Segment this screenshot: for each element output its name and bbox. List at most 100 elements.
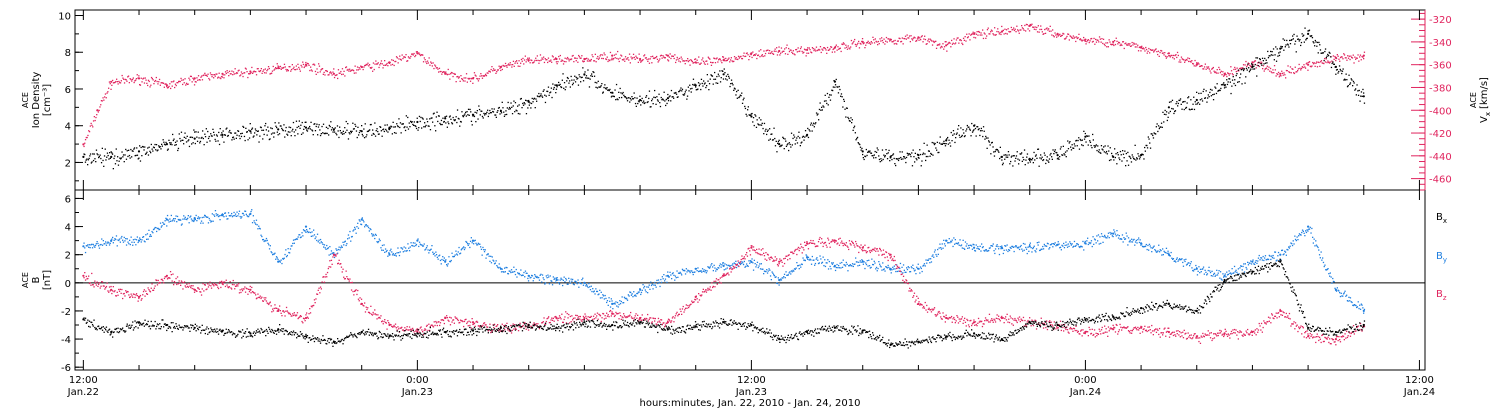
density-series-point <box>143 146 144 147</box>
by-series-point <box>134 242 135 243</box>
density-series-point <box>502 107 503 108</box>
velocity-series-point <box>767 50 768 51</box>
density-series-point <box>777 143 778 144</box>
by-series-point <box>900 263 901 264</box>
density-series-point <box>346 121 347 122</box>
density-series-point <box>152 149 153 150</box>
velocity-series-point <box>1146 49 1147 50</box>
by-series-point <box>610 306 611 307</box>
by-series-point <box>202 217 203 218</box>
density-series-point <box>337 125 338 126</box>
density-series-point <box>228 131 229 132</box>
density-series-point <box>1188 96 1189 97</box>
by-series-point <box>131 242 132 243</box>
by-series-point <box>972 249 973 250</box>
density-series-point <box>1121 160 1122 161</box>
density-series-marker <box>1084 136 1086 138</box>
density-series-point <box>503 112 504 113</box>
density-series-point <box>97 154 98 155</box>
velocity-series-point <box>1050 26 1051 27</box>
density-series-point <box>1299 39 1300 40</box>
velocity-series-point <box>657 59 658 60</box>
by-series-point <box>1024 250 1025 251</box>
density-series-point <box>875 157 876 158</box>
velocity-series-point <box>548 58 549 59</box>
velocity-series-point <box>107 91 108 92</box>
velocity-series-point <box>1059 34 1060 35</box>
by-series-point <box>653 284 654 285</box>
density-series-point <box>1003 155 1004 156</box>
density-series-point <box>1293 34 1294 35</box>
velocity-series-point <box>112 80 113 81</box>
by-series-point <box>293 240 294 241</box>
velocity-series-point <box>787 54 788 55</box>
density-series-point <box>218 132 219 133</box>
by-series-point <box>180 220 181 221</box>
velocity-series-point <box>813 48 814 49</box>
velocity-series-point <box>1213 67 1214 68</box>
density-series-point <box>436 112 437 113</box>
density-series-point <box>124 161 125 162</box>
density-series-point <box>618 92 619 93</box>
density-series-point <box>1145 151 1146 152</box>
density-series-point <box>666 99 667 100</box>
by-series-point <box>932 256 933 257</box>
xtick-date-label: Jan.23 <box>735 387 767 398</box>
velocity-series-point <box>484 75 485 76</box>
density-series-point <box>1146 145 1147 146</box>
by-series-point <box>881 270 882 271</box>
density-series-point <box>998 152 999 153</box>
velocity-series-point <box>734 56 735 57</box>
velocity-series-point <box>1352 57 1353 58</box>
density-series-point <box>1176 101 1177 102</box>
density-series-point <box>1343 68 1344 69</box>
velocity-series-point <box>627 58 628 59</box>
velocity-series-point <box>299 69 300 70</box>
density-series-point <box>1140 157 1141 158</box>
velocity-series-point <box>1246 66 1247 67</box>
by-series-point <box>1074 241 1075 242</box>
density-series-point <box>985 136 986 137</box>
by-series-point <box>373 235 374 236</box>
velocity-series-point <box>546 59 547 60</box>
density-series-point <box>1153 137 1154 138</box>
density-series-point <box>1067 140 1068 141</box>
density-series-point <box>99 156 100 157</box>
density-series-point <box>1008 151 1009 152</box>
by-series-point <box>793 271 794 272</box>
density-series-point <box>927 156 928 157</box>
density-series-point <box>1031 159 1032 160</box>
velocity-series-point <box>1327 60 1328 61</box>
density-series-point <box>1081 144 1082 145</box>
velocity-series-point <box>1152 49 1153 50</box>
by-series-point <box>705 270 706 271</box>
density-series-point <box>1132 154 1133 155</box>
velocity-series-point <box>286 70 287 71</box>
density-series-point <box>160 146 161 147</box>
velocity-series-point <box>300 71 301 72</box>
velocity-series-point <box>522 61 523 62</box>
density-series-point <box>432 122 433 123</box>
velocity-series-point <box>518 60 519 61</box>
velocity-series-point <box>629 54 630 55</box>
density-series-point <box>126 159 127 160</box>
velocity-series-point <box>729 61 730 62</box>
by-series-point <box>371 233 372 234</box>
density-series-point <box>362 134 363 135</box>
velocity-series-point <box>975 37 976 38</box>
density-series-point <box>981 128 982 129</box>
density-series-point <box>571 76 572 77</box>
by-series-point <box>720 263 721 264</box>
density-series-point <box>771 133 772 134</box>
density-series-point <box>1096 150 1097 151</box>
velocity-series-point <box>102 100 103 101</box>
by-series-point <box>835 270 836 271</box>
velocity-series-point <box>110 89 111 90</box>
by-series-point <box>350 241 351 242</box>
velocity-series-point <box>331 73 332 74</box>
by-series-point <box>314 234 315 235</box>
by-series-point <box>311 231 312 232</box>
velocity-series-point <box>662 55 663 56</box>
velocity-series-point <box>106 97 107 98</box>
velocity-series-point <box>840 48 841 49</box>
